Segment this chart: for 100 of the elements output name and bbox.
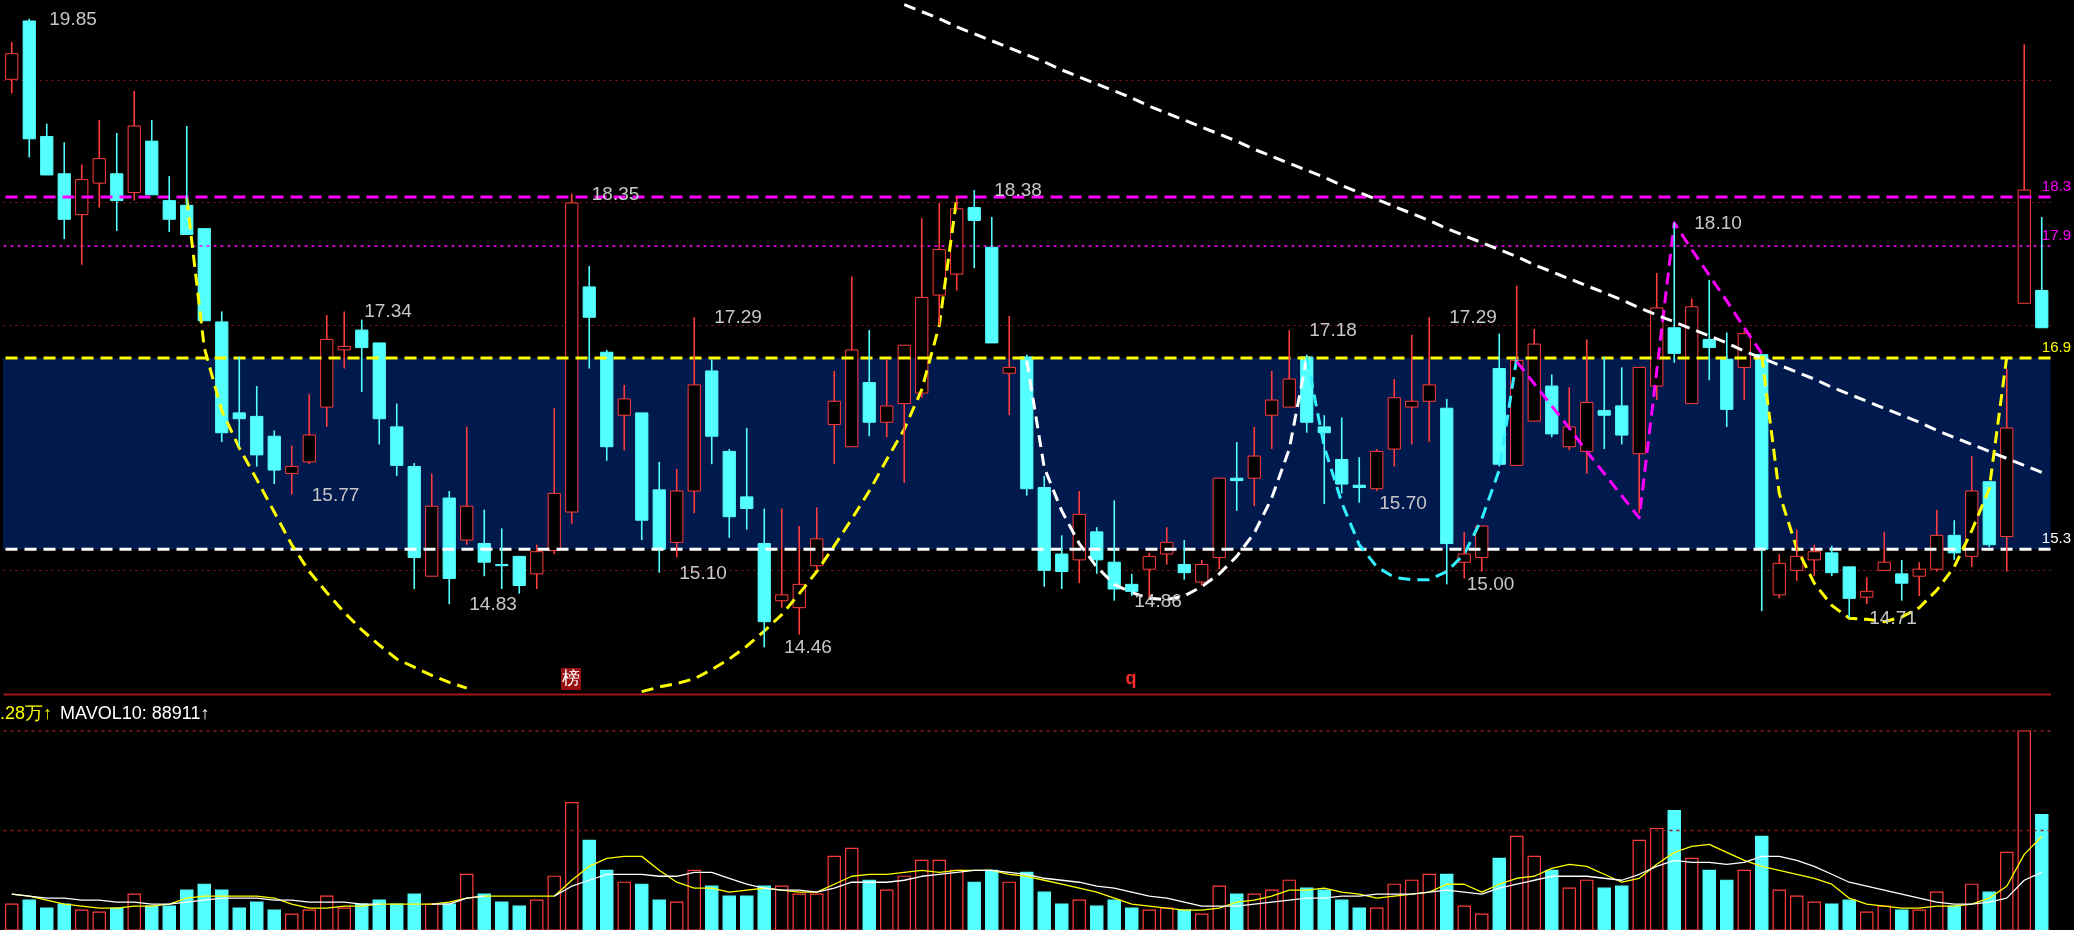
bar [652, 899, 666, 930]
candlestick [57, 141, 71, 240]
candlestick [2017, 43, 2031, 304]
candlestick [1685, 297, 1699, 405]
candlestick [495, 527, 509, 590]
candlestick [1422, 316, 1436, 443]
candlestick [390, 402, 404, 477]
candlestick [1265, 370, 1279, 450]
bar [1492, 857, 1506, 930]
candlestick [1247, 426, 1261, 508]
bar [722, 895, 736, 930]
bar [512, 905, 526, 930]
ref-line-label: 18.3 [2041, 177, 2071, 195]
candlestick [1212, 477, 1226, 570]
bar [705, 885, 719, 930]
bar [1720, 879, 1734, 930]
candlestick [477, 508, 491, 577]
bar [1615, 885, 1629, 930]
candlestick [722, 448, 736, 539]
bar [1352, 907, 1366, 930]
candlestick [22, 17, 36, 159]
text: 17.34 [364, 300, 412, 322]
bar [407, 893, 421, 930]
bar [1545, 869, 1559, 930]
text: 17.29 [714, 306, 762, 328]
candlestick [1895, 559, 1909, 602]
candlestick [1055, 534, 1069, 590]
bar [180, 889, 194, 930]
text: 17.18 [1309, 319, 1357, 341]
candlestick [1002, 315, 1016, 417]
text: 15.00 [1466, 573, 1515, 595]
bar [267, 909, 281, 930]
bar [862, 879, 876, 930]
text: 15.70 [1379, 491, 1427, 513]
candlestick [670, 468, 684, 559]
candlestick [1790, 528, 1804, 582]
candlestick [320, 314, 334, 428]
bar [442, 903, 456, 930]
candlestick [1282, 329, 1296, 408]
bar [162, 905, 176, 930]
bar [2035, 813, 2049, 930]
text: 19.85 [49, 7, 97, 29]
candlestick [985, 216, 999, 344]
candlestick [372, 342, 386, 446]
bar [145, 905, 159, 930]
candlestick [512, 555, 526, 595]
candlestick [547, 407, 561, 555]
candlestick [75, 163, 89, 266]
candlestick [110, 132, 124, 232]
candlestick [1527, 328, 1541, 422]
candlestick [1632, 366, 1646, 515]
candlestick [740, 427, 754, 531]
candlestick [1352, 456, 1366, 504]
bar [1842, 899, 1856, 930]
bar [635, 883, 649, 930]
candlestick [862, 329, 876, 438]
bar [1335, 899, 1349, 930]
text: 15.77 [311, 483, 360, 505]
candlestick [565, 192, 579, 525]
bar [1597, 887, 1611, 930]
candlestick [1020, 353, 1034, 497]
candlestick [162, 175, 176, 233]
candlestick [197, 228, 211, 322]
candlestick [827, 370, 841, 466]
candlestick [635, 412, 649, 541]
bar [1317, 889, 1331, 930]
candlestick [1177, 539, 1191, 581]
bar [1020, 871, 1034, 930]
bar [22, 899, 36, 930]
bar [1090, 905, 1104, 930]
candlestick [1755, 354, 1769, 612]
bar [1300, 887, 1314, 930]
candlestick [687, 316, 701, 515]
candlestick [1947, 519, 1961, 561]
candlestick [880, 358, 894, 439]
candlestick [1195, 559, 1209, 587]
candlestick [705, 358, 719, 466]
bar [250, 901, 264, 930]
candlestick [1562, 386, 1576, 452]
bar [1230, 893, 1244, 930]
candlestick [1982, 481, 1996, 548]
candlestick [1230, 441, 1244, 512]
bar [355, 903, 369, 930]
bar [1702, 869, 1716, 930]
bar [1440, 873, 1454, 930]
candlestick [180, 125, 194, 235]
bar [967, 881, 981, 930]
candlestick [407, 462, 421, 590]
ref-line-label: 15.3 [2041, 529, 2071, 547]
text: .28万↑ [0, 703, 53, 723]
candlestick [582, 265, 596, 370]
bar [1177, 909, 1191, 930]
candlestick [845, 275, 859, 448]
text: 18.10 [1694, 211, 1742, 233]
candlestick [92, 119, 106, 209]
candlestick [897, 344, 911, 484]
bar [985, 869, 999, 930]
candlestick [915, 217, 929, 399]
candlestick [1335, 416, 1349, 495]
candlestick [442, 490, 456, 605]
